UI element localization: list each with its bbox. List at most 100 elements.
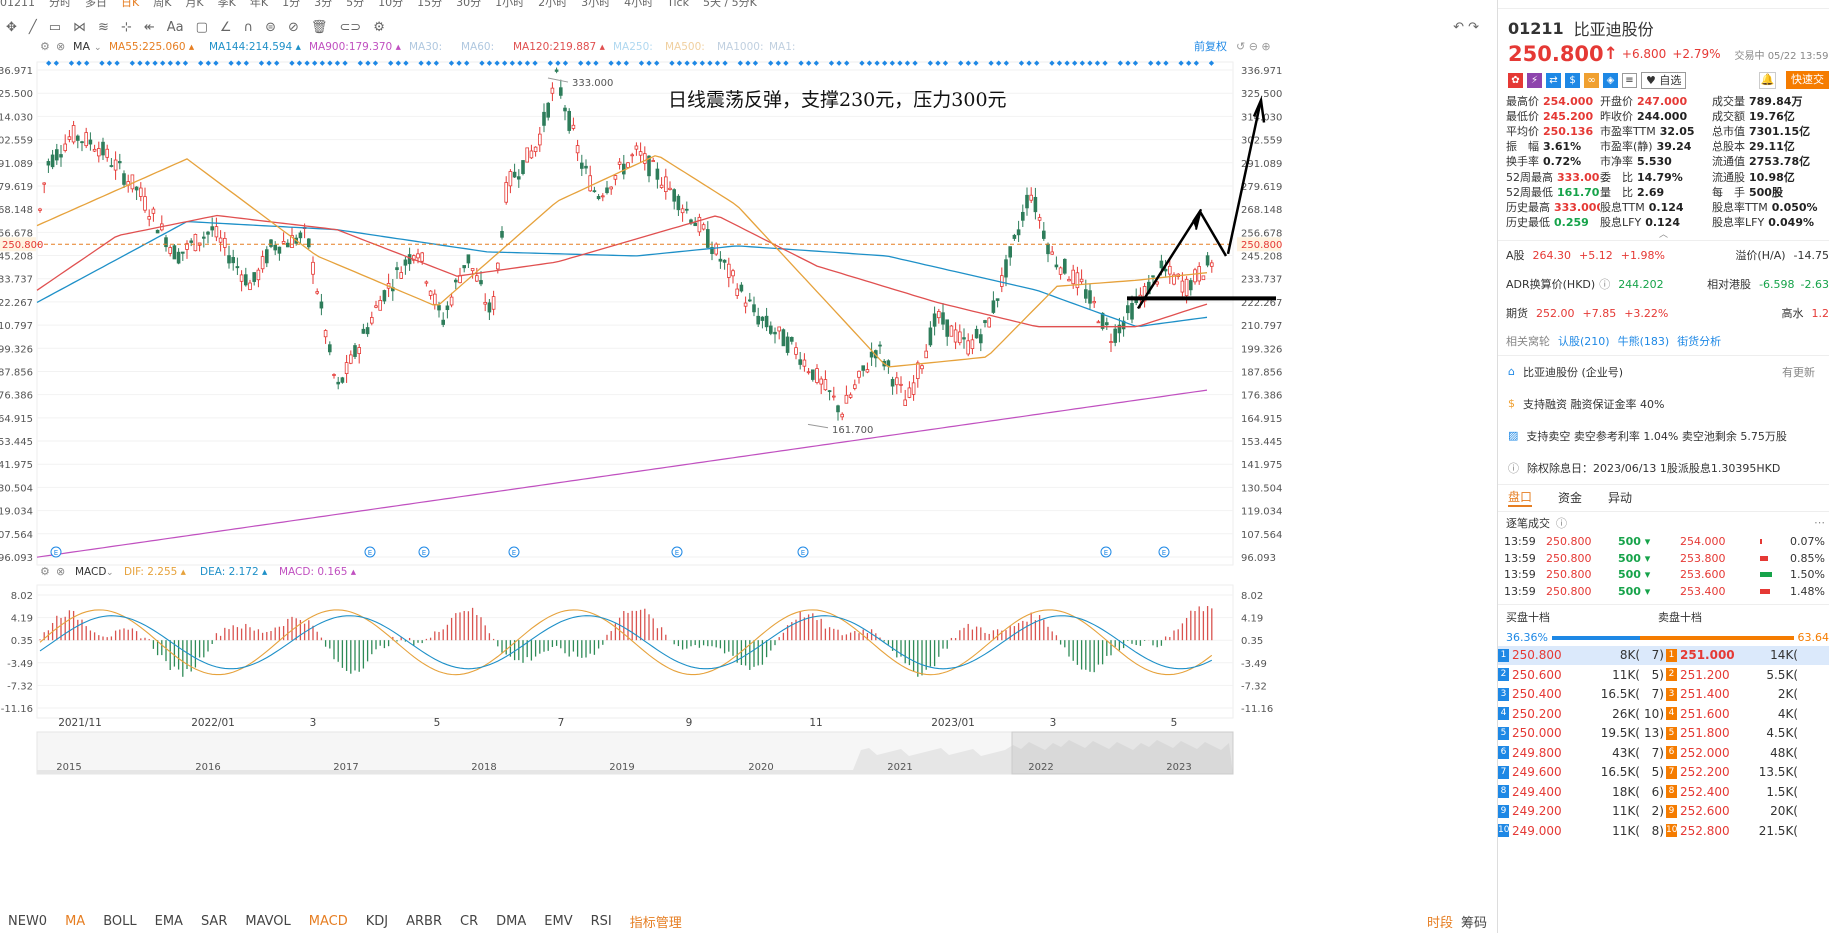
transfer-icon[interactable]: ⇄ (1546, 72, 1561, 88)
indicator-tab[interactable]: MACD (308, 913, 348, 929)
text-tool-icon[interactable]: Aa (166, 19, 184, 35)
tab-anomaly[interactable]: 异动 (1608, 491, 1633, 506)
arrow-tool-icon[interactable]: ↞ (143, 19, 155, 35)
close-icon[interactable]: ⊗ (56, 565, 65, 578)
crosshair-icon[interactable]: ✥ (6, 19, 17, 35)
period-item[interactable]: 1分 (282, 0, 301, 9)
more-icon[interactable]: ⋯ (1814, 516, 1825, 530)
indicator-tab[interactable]: MAVOL (245, 913, 291, 929)
indicator-tab[interactable]: MA (65, 913, 86, 929)
adjust-mode-link[interactable]: 前复权 (1194, 40, 1227, 53)
ma-label[interactable]: MA (73, 40, 90, 53)
option-icon[interactable]: ⚡ (1527, 72, 1542, 88)
event-marker-icon[interactable] (1100, 546, 1112, 558)
event-marker-icon[interactable] (508, 546, 520, 558)
macd-pane[interactable] (36, 584, 1234, 719)
dollar-icon[interactable]: $ (1565, 72, 1580, 88)
ma-legend-item[interactable]: MA60: (461, 41, 494, 53)
lock-icon[interactable]: ⊜ (265, 19, 276, 35)
line-tool-icon[interactable]: ╱ (28, 19, 37, 35)
period-item[interactable]: 日K (121, 0, 140, 9)
period-item[interactable]: 年K (249, 0, 269, 9)
fib-tool-icon[interactable]: ⋈ (73, 19, 87, 35)
indicator-tab[interactable]: EMA (154, 913, 183, 929)
angle-tool-icon[interactable]: ∠ (219, 19, 232, 35)
event-marker-icon[interactable] (671, 546, 683, 558)
comment-tool-icon[interactable]: ▢ (195, 19, 208, 35)
chart-canvas[interactable]: 336.971 336.971 325.500 325.500 314.030 314.0… (0, 40, 1497, 933)
period-item[interactable]: 10分 (378, 0, 404, 9)
period-item[interactable]: Tick (667, 0, 689, 9)
bottom-right-tab[interactable]: 筹码 (1460, 915, 1487, 931)
event-marker-icon[interactable] (418, 546, 430, 558)
warrant-call-link[interactable]: 认股(210) (1558, 335, 1610, 349)
kline-chart[interactable]: 336.971 336.971 325.500 325.500 314.030 314.0… (0, 40, 1497, 933)
ma-legend-item[interactable]: MA55:225.060 ▴ (109, 41, 195, 53)
indicator-tab[interactable]: RSI (590, 913, 612, 929)
link-icon[interactable]: ⊂⊃ (339, 19, 362, 35)
street-analysis-link[interactable]: 街货分析 (1677, 335, 1722, 349)
ma-legend-item[interactable]: MA144:214.594 ▴ (209, 41, 302, 53)
margin-card[interactable]: $ 支持融资 融资保证金率 40% (1508, 388, 1829, 420)
company-card[interactable]: ⌂ 比亚迪股份 (企业号) 有更新 (1508, 356, 1829, 388)
annotation-text[interactable]: 日线震荡反弹，支撑230元，压力300元 (668, 89, 1007, 111)
note-icon[interactable]: ≡ (1622, 72, 1637, 88)
period-item[interactable]: 3分 (314, 0, 333, 9)
adr-row[interactable]: ADR换算价(HKD) ⓘ 244.202 相对港股 -6.598 -2.63 (1506, 270, 1829, 299)
indicator-tab[interactable]: DMA (496, 913, 527, 929)
period-item[interactable]: 月K (185, 0, 204, 9)
bell-icon[interactable]: 🔔 (1759, 71, 1776, 89)
event-marker-icon[interactable] (1158, 546, 1170, 558)
info-icon[interactable]: ⓘ (1599, 278, 1611, 292)
period-item[interactable]: 3小时 (581, 0, 611, 9)
gear-icon[interactable]: ⚙ (373, 19, 385, 35)
warrant-cbbc-link[interactable]: 牛熊(183) (1617, 335, 1670, 349)
indicator-tab[interactable]: NEW0 (8, 913, 48, 929)
rect-tool-icon[interactable]: ▭ (48, 19, 62, 35)
tab-fund[interactable]: 资金 (1558, 491, 1583, 506)
fast-trade-button[interactable]: 快速交 (1786, 71, 1829, 89)
watchlist-button[interactable]: ♥ 自选 (1641, 71, 1687, 89)
chevron-down-icon[interactable]: ⌄ (106, 568, 114, 578)
chain-icon[interactable]: ∞ (1584, 72, 1599, 88)
ma-legend-item[interactable]: MA30: (409, 41, 442, 53)
trend-arrow-target[interactable] (1226, 104, 1262, 255)
period-item[interactable]: 4小时 (624, 0, 654, 9)
event-marker-icon[interactable] (364, 546, 376, 558)
ma-legend-item[interactable]: MA1: (769, 41, 795, 53)
overview-window[interactable] (1011, 731, 1234, 775)
hk-icon[interactable]: ✿ (1508, 72, 1523, 88)
period-item[interactable]: 01211 (0, 0, 35, 9)
event-marker-icon[interactable] (50, 546, 62, 558)
period-item[interactable]: 多日 (85, 0, 107, 9)
period-item[interactable]: 5天 / 5分K (702, 0, 757, 9)
period-item[interactable]: 1小时 (495, 0, 525, 9)
tab-orderbook[interactable]: 盘口 (1508, 488, 1533, 508)
info-icon[interactable]: ⓘ (1556, 516, 1567, 530)
indicator-tab[interactable]: KDJ (365, 913, 389, 929)
price-pane[interactable] (36, 61, 1234, 566)
undo-icon[interactable]: ↶ ↷ (1453, 19, 1479, 35)
gear-icon[interactable]: ⚙ (40, 565, 50, 578)
event-marker-icon[interactable] (797, 546, 809, 558)
ma-legend-item[interactable]: MA120:219.887 ▴ (513, 41, 606, 53)
indicator-tab[interactable]: CR (460, 913, 479, 929)
gear-icon[interactable]: ⚙ (40, 40, 50, 53)
ma-legend-item[interactable]: MA250: (613, 41, 653, 53)
indicator-tab[interactable]: BOLL (103, 913, 137, 929)
dividend-card[interactable]: ⓘ 除权除息日：2023/06/13 1股派股息1.30395HKD (1508, 452, 1829, 484)
measure-tool-icon[interactable]: ⊹ (120, 19, 132, 35)
magnet-icon[interactable]: ∩ (243, 19, 254, 35)
indicator-tab[interactable]: ARBR (406, 913, 443, 929)
chevron-down-icon[interactable]: ⌄ (94, 43, 102, 53)
period-item[interactable]: 5分 (346, 0, 365, 9)
close-icon[interactable]: ⊗ (56, 40, 65, 53)
period-item[interactable]: 季K (217, 0, 236, 9)
bottom-right-tab[interactable]: 时段 (1426, 915, 1453, 931)
trash-icon[interactable]: 🗑 (310, 19, 328, 35)
short-card[interactable]: ▨ 支持卖空 卖空参考利率 1.04% 卖空池剩余 5.75万股 (1508, 420, 1829, 452)
indicator-tab[interactable]: 指标管理 (629, 915, 682, 931)
period-item[interactable]: 周K (153, 0, 172, 9)
indicator-tab[interactable]: SAR (200, 913, 228, 929)
macd-label[interactable]: MACD (75, 566, 106, 578)
